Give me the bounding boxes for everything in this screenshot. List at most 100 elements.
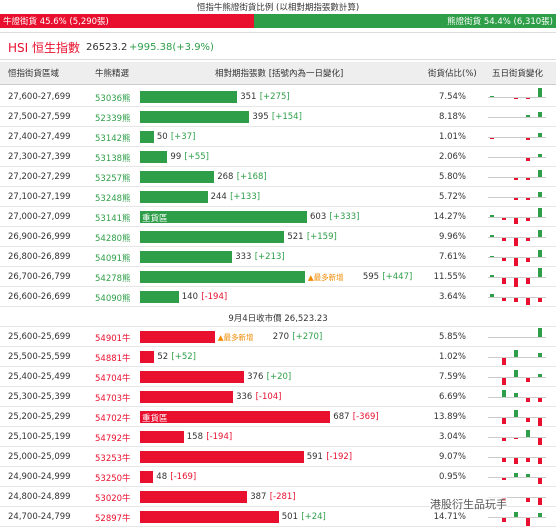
bear-bar xyxy=(253,14,556,28)
row-line xyxy=(0,406,556,407)
count: 591 xyxy=(306,452,323,462)
col-head: 五日街貨變化 xyxy=(492,69,544,79)
row-line xyxy=(0,486,556,487)
spark-base xyxy=(488,457,546,458)
spark-base xyxy=(488,237,546,238)
spark-bar xyxy=(514,218,518,224)
spark-bar xyxy=(514,178,518,181)
bar xyxy=(140,151,168,163)
spark-base xyxy=(488,157,546,158)
spark-bar xyxy=(526,430,530,437)
index-value: 26523.2 xyxy=(86,42,128,53)
bar xyxy=(140,91,238,103)
spark-bar xyxy=(490,214,494,217)
count: 333 xyxy=(235,252,252,262)
region: 26,800-26,899 xyxy=(8,252,71,262)
bar xyxy=(140,211,308,223)
spark-bar xyxy=(526,278,530,284)
spark-base xyxy=(488,497,546,498)
change: [+168] xyxy=(236,172,267,182)
bull-label: 牛證街貨 45.6% (5,290張) xyxy=(3,17,109,27)
spark-bar xyxy=(514,278,518,287)
pct: 5.80% xyxy=(438,172,466,182)
region: 24,700-24,799 xyxy=(8,512,71,522)
bull-bar xyxy=(0,14,254,28)
spark-bar xyxy=(538,208,542,217)
spark-base xyxy=(488,517,546,518)
region: 25,300-25,399 xyxy=(8,392,71,402)
region: 27,600-27,699 xyxy=(8,92,71,102)
spark-bar xyxy=(538,438,542,445)
region: 27,300-27,399 xyxy=(8,152,71,162)
spark-bar xyxy=(514,238,518,246)
bar xyxy=(140,411,331,423)
spark-bar xyxy=(514,410,518,417)
spark-base xyxy=(488,217,546,218)
code: 53020牛 xyxy=(95,494,131,504)
spark-bar xyxy=(502,418,506,424)
spark-bar xyxy=(526,218,530,222)
watermark: 港股衍生品玩手 xyxy=(430,496,507,512)
code: 52339熊 xyxy=(95,114,131,124)
pct: 3.04% xyxy=(438,432,466,442)
spark-base xyxy=(488,377,546,378)
spark-bar xyxy=(526,178,530,181)
pct: 5.85% xyxy=(438,332,466,342)
spark-base xyxy=(488,357,546,358)
bar xyxy=(140,351,155,363)
spark-bar xyxy=(526,498,530,503)
spark-bar xyxy=(502,218,506,221)
spark-bar xyxy=(502,278,506,284)
separator: 9月4日收市價 26,523.23 xyxy=(228,314,328,324)
spark-base xyxy=(488,257,546,258)
change: [+213] xyxy=(254,252,285,262)
bar xyxy=(140,491,248,503)
row-line xyxy=(0,346,556,347)
code: 54702牛 xyxy=(95,414,131,424)
region: 25,000-25,099 xyxy=(8,452,71,462)
count: 351 xyxy=(240,92,257,102)
column-header xyxy=(0,62,556,85)
change: [-281] xyxy=(269,492,296,502)
count: 48 xyxy=(156,472,168,482)
spark-base xyxy=(488,277,546,278)
bar xyxy=(140,231,285,243)
change: [-194] xyxy=(201,292,228,302)
spark-base xyxy=(488,397,546,398)
pct: 0.95% xyxy=(438,472,466,482)
row-line xyxy=(0,266,556,267)
count: 244 xyxy=(210,192,227,202)
count: 336 xyxy=(236,392,253,402)
pct: 1.01% xyxy=(438,132,466,142)
bar xyxy=(140,391,234,403)
spark-bar xyxy=(514,350,518,357)
region: 27,000-27,099 xyxy=(8,212,71,222)
count: 387 xyxy=(250,492,267,502)
spark-bar xyxy=(526,98,530,100)
bar xyxy=(140,511,279,523)
pct: 3.64% xyxy=(438,292,466,302)
count: 140 xyxy=(181,292,198,302)
bear-label: 熊證街貨 54.4% (6,310張) xyxy=(447,17,553,27)
spark-bar xyxy=(526,258,530,263)
pct: 1.02% xyxy=(438,352,466,362)
count: 501 xyxy=(281,512,298,522)
region: 27,500-27,599 xyxy=(8,112,71,122)
change: [-169] xyxy=(170,472,197,482)
code: 54090熊 xyxy=(95,294,131,304)
code: 54091熊 xyxy=(95,254,131,264)
spark-bar xyxy=(538,498,542,505)
count: 687 xyxy=(333,412,350,422)
count: 603 xyxy=(310,212,327,222)
count: 158 xyxy=(186,432,203,442)
change: [+154] xyxy=(271,112,302,122)
count: 270 xyxy=(272,332,290,342)
spark-bar xyxy=(526,114,530,117)
count: 50 xyxy=(156,132,168,142)
spark-bar xyxy=(538,418,542,426)
change: [+333] xyxy=(329,212,360,222)
change: [+52] xyxy=(171,352,196,362)
row-line xyxy=(0,326,556,327)
spark-bar xyxy=(526,378,530,383)
spark-bar xyxy=(538,458,542,464)
